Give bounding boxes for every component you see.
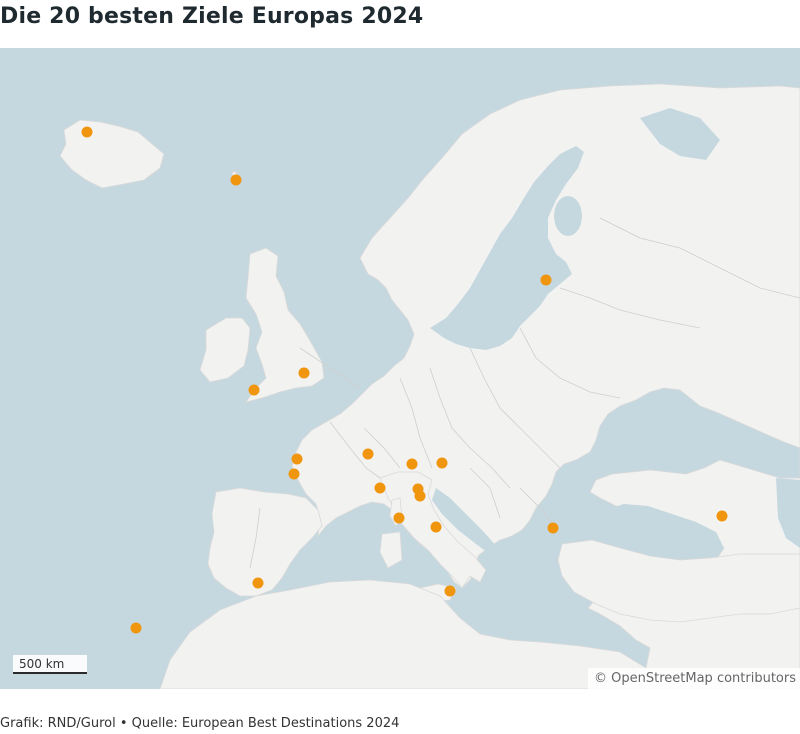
scale-bar: 500 km bbox=[13, 655, 87, 674]
sardinia-landmass bbox=[379, 531, 403, 569]
country-borders bbox=[249, 217, 800, 569]
batumi-marker[interactable] bbox=[716, 510, 728, 522]
verona-marker[interactable] bbox=[406, 458, 418, 470]
source-footer: Grafik: RND/Gurol • Quelle: European Bes… bbox=[0, 716, 400, 731]
africa-landmass bbox=[159, 579, 647, 689]
iceland-landmass bbox=[59, 119, 165, 189]
cinque-terre-marker[interactable] bbox=[374, 482, 386, 494]
naples-marker[interactable] bbox=[430, 521, 442, 533]
la-rochelle-marker[interactable] bbox=[291, 453, 303, 465]
siena-marker[interactable] bbox=[414, 490, 426, 502]
iberia-landmass bbox=[207, 487, 323, 597]
madeira-marker[interactable] bbox=[130, 622, 142, 634]
britain-landmass bbox=[245, 247, 325, 403]
baltic-sea bbox=[430, 146, 584, 350]
map-canvas[interactable]: 500 km © OpenStreetMap contributors bbox=[0, 48, 800, 689]
white-sea bbox=[640, 108, 720, 160]
london-marker[interactable] bbox=[298, 367, 310, 379]
cornwall-marker[interactable] bbox=[248, 384, 260, 396]
corsica-marker[interactable] bbox=[393, 512, 405, 524]
annecy-marker[interactable] bbox=[362, 448, 374, 460]
sofia-marker[interactable] bbox=[547, 522, 559, 534]
caspian-sea bbox=[776, 478, 800, 548]
map-title: Die 20 besten Ziele Europas 2024 bbox=[0, 4, 424, 29]
faroe-marker[interactable] bbox=[230, 174, 242, 186]
anatolia-landmass bbox=[557, 539, 800, 623]
finland-lakes bbox=[554, 196, 582, 236]
malta-marker[interactable] bbox=[444, 585, 456, 597]
reykjavik-marker[interactable] bbox=[81, 126, 93, 138]
vilnius-marker[interactable] bbox=[540, 274, 552, 286]
ireland-landmass bbox=[199, 317, 251, 383]
bordeaux-marker[interactable] bbox=[288, 468, 300, 480]
trieste-marker[interactable] bbox=[436, 457, 448, 469]
aegean-sea bbox=[526, 542, 566, 596]
gibraltar-marker[interactable] bbox=[252, 577, 264, 589]
adriatic-sea bbox=[432, 488, 498, 556]
map-attribution[interactable]: © OpenStreetMap contributors bbox=[588, 668, 800, 689]
map-svg[interactable] bbox=[0, 48, 800, 689]
